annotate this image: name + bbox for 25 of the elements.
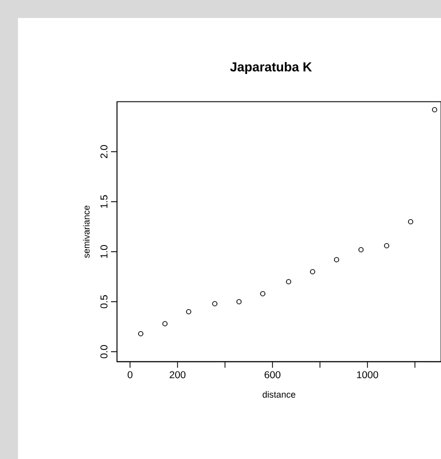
point [138,331,144,336]
x-tick-label: 0 [127,371,132,378]
y-tick-label: 1.5 [100,195,108,208]
point [212,301,218,306]
y-axis-title: semivariance [82,206,90,258]
point [186,309,192,314]
y-tick-label: 1.0 [100,245,108,258]
point [162,321,168,326]
x-tick-label: 200 [170,371,186,378]
point [260,291,266,296]
point [286,279,292,284]
y-tick-label: 0.0 [100,345,108,358]
x-tick-label: 600 [264,371,280,378]
point [334,257,339,262]
point [236,299,242,304]
y-tick-label: 2.0 [100,145,108,158]
point [408,219,414,224]
x-tick-label: 1000 [356,371,378,378]
y-tick-label: 0.5 [100,295,108,308]
point [358,247,364,252]
point [384,243,390,248]
x-axis-title: distance [262,391,296,398]
point [432,107,437,112]
chart-title: Japaratuba K [230,62,312,74]
point [310,269,315,274]
